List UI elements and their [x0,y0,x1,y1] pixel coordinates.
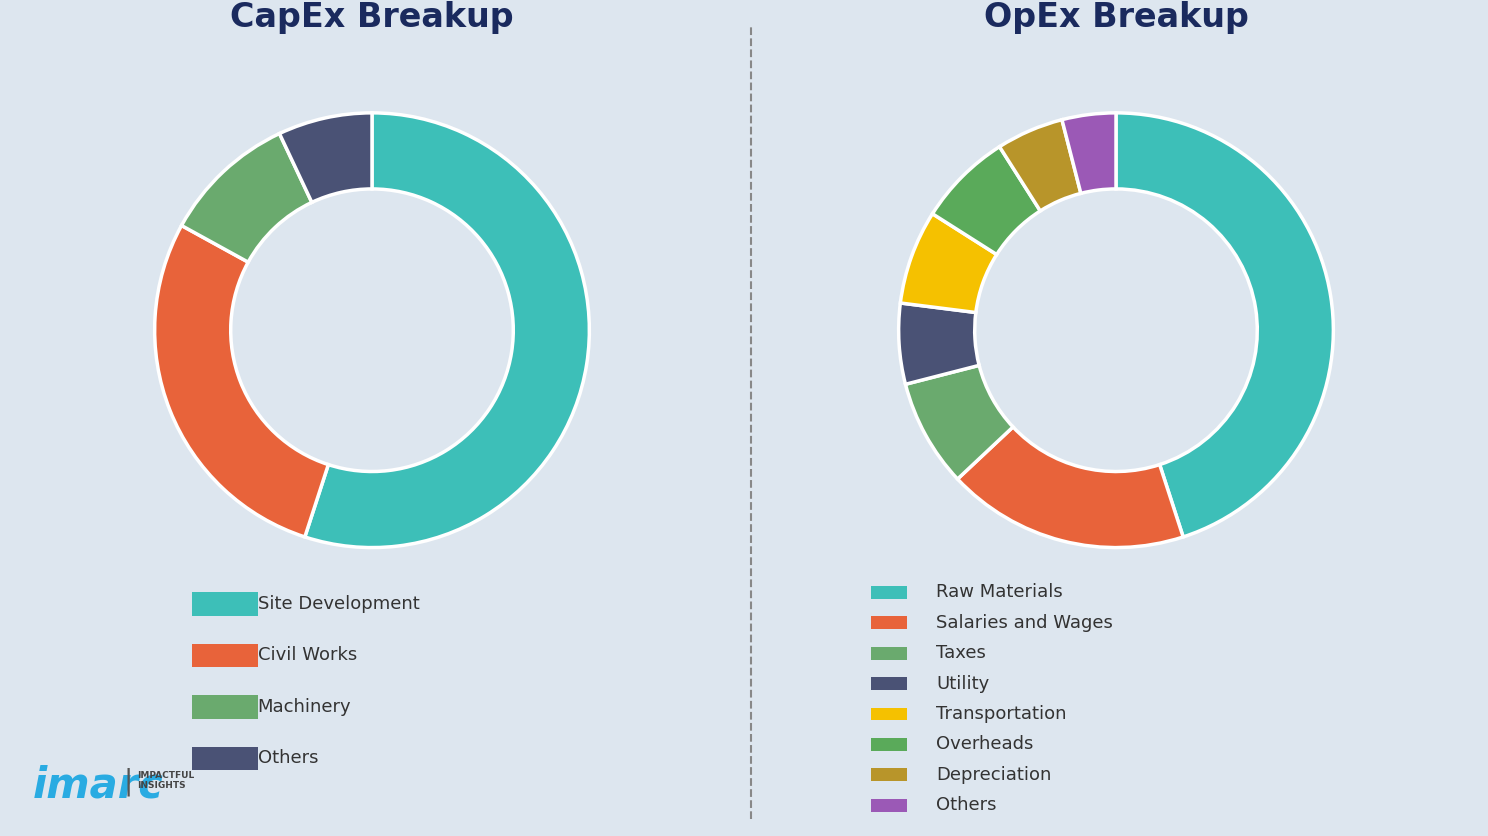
Wedge shape [1116,113,1333,537]
Text: imarc: imarc [33,765,164,807]
Title: CapEx Breakup: CapEx Breakup [231,1,513,33]
Wedge shape [1062,113,1116,193]
Text: Raw Materials: Raw Materials [936,584,1062,601]
Text: Taxes: Taxes [936,644,987,662]
FancyBboxPatch shape [870,677,906,690]
Text: Civil Works: Civil Works [257,646,357,665]
Text: Others: Others [936,796,997,814]
Text: Site Development: Site Development [257,595,420,613]
FancyBboxPatch shape [870,799,906,812]
FancyBboxPatch shape [870,586,906,599]
FancyBboxPatch shape [192,592,257,615]
Text: Utility: Utility [936,675,990,692]
Text: Machinery: Machinery [257,698,351,716]
Text: Overheads: Overheads [936,736,1034,753]
Wedge shape [280,113,372,202]
Wedge shape [305,113,589,548]
Text: Salaries and Wages: Salaries and Wages [936,614,1113,632]
Wedge shape [933,146,1040,254]
Text: |: | [124,767,132,796]
FancyBboxPatch shape [870,738,906,751]
Text: Transportation: Transportation [936,705,1067,723]
FancyBboxPatch shape [870,647,906,660]
FancyBboxPatch shape [192,747,257,770]
FancyBboxPatch shape [192,696,257,719]
Wedge shape [1000,120,1080,211]
Wedge shape [958,427,1183,548]
Text: Depreciation: Depreciation [936,766,1052,784]
Text: IMPACTFUL
INSIGHTS: IMPACTFUL INSIGHTS [137,771,193,790]
FancyBboxPatch shape [870,616,906,629]
Text: Others: Others [257,749,318,767]
Wedge shape [155,226,329,537]
Title: OpEx Breakup: OpEx Breakup [984,1,1248,33]
Wedge shape [899,303,979,385]
Wedge shape [906,365,1013,479]
Wedge shape [182,134,312,263]
FancyBboxPatch shape [192,644,257,667]
FancyBboxPatch shape [870,768,906,781]
Wedge shape [900,214,997,313]
FancyBboxPatch shape [870,707,906,721]
